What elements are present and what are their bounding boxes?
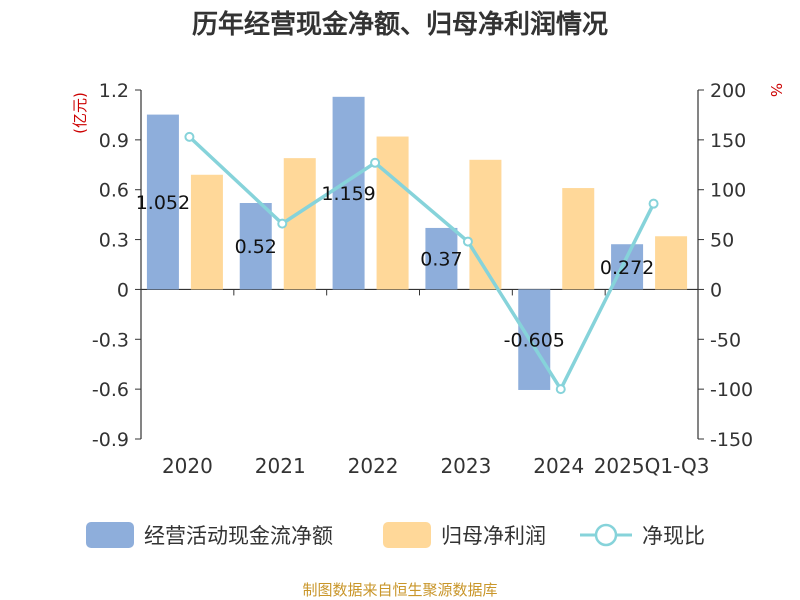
left-tick-label: 1.2: [99, 80, 129, 102]
legend-cashflow-swatch[interactable]: [86, 522, 134, 548]
left-axis-unit: (亿元): [71, 92, 89, 134]
cashflow-data-label: 0.37: [420, 249, 462, 271]
ratio-line-group: [184, 131, 659, 395]
left-tick-label: 0.3: [99, 230, 129, 252]
x-tick-label: 2021: [255, 454, 306, 478]
left-tick-label: 0.9: [99, 130, 129, 152]
source-note: 制图数据来自恒生聚源数据库: [302, 581, 497, 599]
left-tick-label: 0: [117, 279, 129, 301]
left-tick-label: -0.6: [92, 379, 129, 401]
right-tick-label: 100: [710, 180, 746, 202]
net-profit-bar[interactable]: [190, 174, 223, 290]
right-tick-label: -100: [710, 379, 753, 401]
net-profit-bar[interactable]: [283, 158, 316, 290]
ratio-line: [188, 135, 656, 393]
cashflow-data-label: 0.272: [600, 257, 654, 279]
right-axis-unit: %: [767, 83, 785, 97]
right-tick-label: 150: [710, 130, 746, 152]
net-profit-bar[interactable]: [655, 236, 688, 290]
x-tick-label: 2023: [440, 454, 491, 478]
x-tick-label: 2020: [162, 454, 213, 478]
data-labels-group: 1.052 0.52 1.159 0.37 -0.605 0.272: [136, 183, 655, 352]
cashflow-data-label: -0.605: [504, 330, 565, 352]
right-tick-label: 50: [710, 230, 734, 252]
ratio-point[interactable]: [277, 218, 288, 229]
legend-label[interactable]: 归母净利润: [441, 524, 546, 548]
right-tick-label: 200: [710, 80, 746, 102]
ratio-point[interactable]: [462, 236, 473, 247]
ratio-point[interactable]: [555, 384, 566, 395]
right-tick-label: -150: [710, 429, 753, 451]
legend-label[interactable]: 净现比: [642, 524, 705, 548]
left-tick-label: -0.3: [92, 329, 129, 351]
x-tick-label: 2025Q1-Q3: [594, 454, 710, 478]
chart-title: 历年经营现金净额、归母净利润情况: [192, 9, 608, 40]
cashflow-bar[interactable]: [332, 96, 365, 290]
x-tick-label: 2022: [348, 454, 399, 478]
net-profit-bar[interactable]: [376, 136, 409, 290]
net-profit-bar[interactable]: [562, 188, 595, 290]
bars-group: [146, 96, 688, 390]
cashflow-bar[interactable]: [146, 114, 179, 290]
right-tick-label: 0: [710, 279, 722, 301]
cashflow-data-label: 1.159: [321, 183, 375, 205]
ratio-point[interactable]: [184, 131, 195, 142]
left-tick-label: 0.6: [99, 180, 129, 202]
ratio-point[interactable]: [648, 198, 659, 209]
left-tick-label: -0.9: [92, 429, 129, 451]
legend-label[interactable]: 经营活动现金流净额: [144, 524, 333, 548]
axes-group: 1.2 0.9 0.6 0.3 0 -0.3 -0.6 -0.9 200 150 100 50 0 -50…: [71, 80, 785, 478]
legend[interactable]: 经营活动现金流净额 归母净利润 净现比: [86, 522, 705, 548]
ratio-point[interactable]: [370, 157, 381, 168]
cashflow-bar[interactable]: [611, 244, 644, 290]
legend-ratio-marker[interactable]: [594, 523, 618, 547]
cashflow-data-label: 1.052: [136, 192, 190, 214]
cashflow-data-label: 0.52: [235, 236, 277, 258]
cashflow-bar[interactable]: [518, 289, 551, 390]
cashflow-bar[interactable]: [239, 203, 272, 290]
legend-net-profit-swatch[interactable]: [383, 522, 431, 548]
cashflow-bar[interactable]: [425, 227, 458, 290]
x-tick-label: 2024: [533, 454, 584, 478]
right-tick-label: -50: [710, 329, 741, 351]
